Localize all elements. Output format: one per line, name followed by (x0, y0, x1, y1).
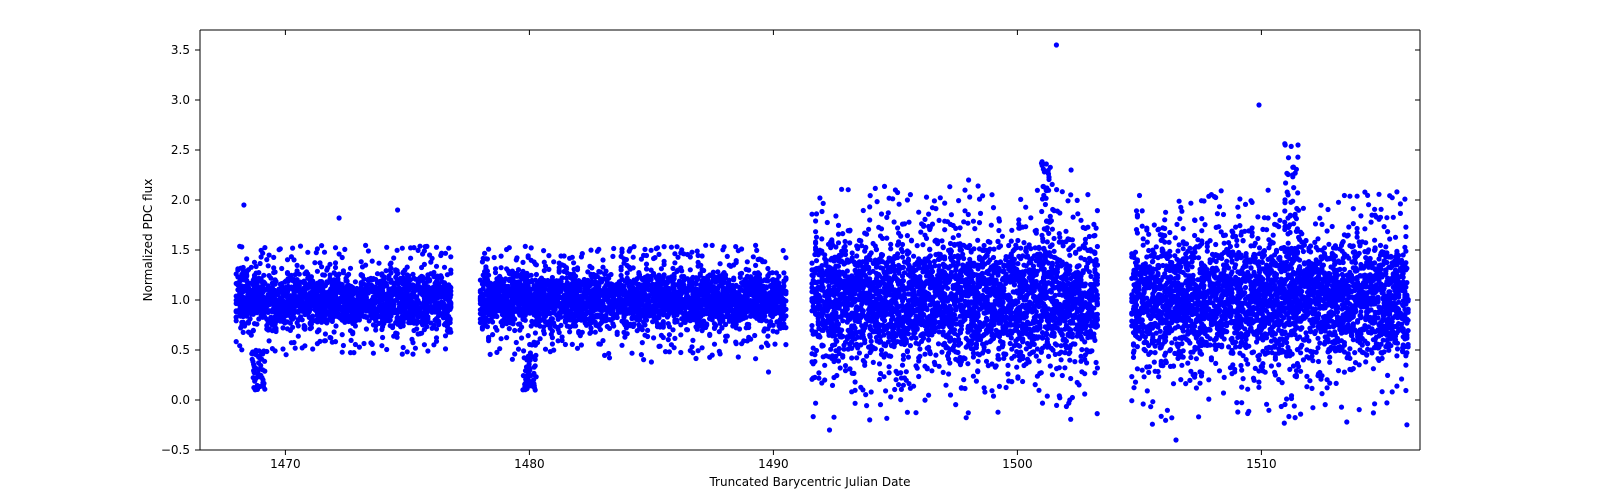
y-tick-label: 0.5 (171, 343, 190, 357)
x-tick-label: 1480 (514, 457, 545, 471)
y-tick-label: 2.5 (171, 143, 190, 157)
x-tick-label: 1510 (1246, 457, 1277, 471)
y-tick-label: 1.5 (171, 243, 190, 257)
x-tick-label: 1500 (1002, 457, 1033, 471)
x-tick-label: 1490 (758, 457, 789, 471)
y-tick-label: −0.5 (161, 443, 190, 457)
y-tick-label: 0.0 (171, 393, 190, 407)
x-tick-label: 1470 (270, 457, 301, 471)
y-tick-label: 2.0 (171, 193, 190, 207)
y-tick-label: 1.0 (171, 293, 190, 307)
chart-svg: 1470 1480 1490 1500 1510 −0.5 0.0 0.5 1.0 1.5 2.0 2… (0, 0, 1600, 500)
y-tick-label: 3.5 (171, 43, 190, 57)
y-tick-label: 3.0 (171, 93, 190, 107)
lightcurve-chart: 1470 1480 1490 1500 1510 −0.5 0.0 0.5 1.0 1.5 2.0 2… (0, 0, 1600, 500)
y-axis-label: Normalized PDC flux (141, 179, 155, 302)
x-axis-label: Truncated Barycentric Julian Date (708, 475, 910, 489)
